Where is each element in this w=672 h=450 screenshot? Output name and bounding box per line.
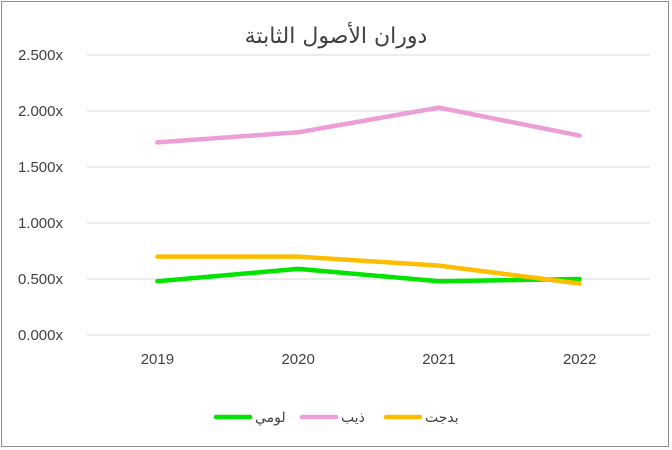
- x-tick-label: 2021: [422, 351, 455, 368]
- series-line: [155, 105, 582, 145]
- series-line: [155, 254, 582, 286]
- y-axis-ticks: 0.000x 0.500x 1.000x 1.500x 2.000x 2.500x: [18, 47, 64, 344]
- x-tick-label: 2019: [141, 351, 174, 368]
- series-lines: [155, 105, 582, 286]
- x-tick-label: 2022: [563, 351, 596, 368]
- y-tick-label: 1.500x: [18, 159, 64, 176]
- series-line: [155, 266, 582, 284]
- x-tick-label: 2020: [281, 351, 314, 368]
- y-tick-label: 0.000x: [18, 327, 64, 344]
- y-tick-label: 0.500x: [18, 271, 64, 288]
- y-tick-label: 1.000x: [18, 215, 64, 232]
- gridlines: [87, 54, 650, 336]
- y-tick-label: 2.500x: [18, 47, 64, 64]
- chart-title: دوران الأصول الثابتة: [245, 22, 428, 49]
- legend-label: لومي: [255, 410, 286, 426]
- legend-label: بدجت: [425, 410, 459, 426]
- legend-label: ذيب: [341, 410, 365, 426]
- y-tick-label: 2.000x: [18, 103, 64, 120]
- x-axis-ticks: 2019 2020 2021 2022: [141, 351, 597, 368]
- legend: لومي ذيب بدجت: [213, 410, 459, 426]
